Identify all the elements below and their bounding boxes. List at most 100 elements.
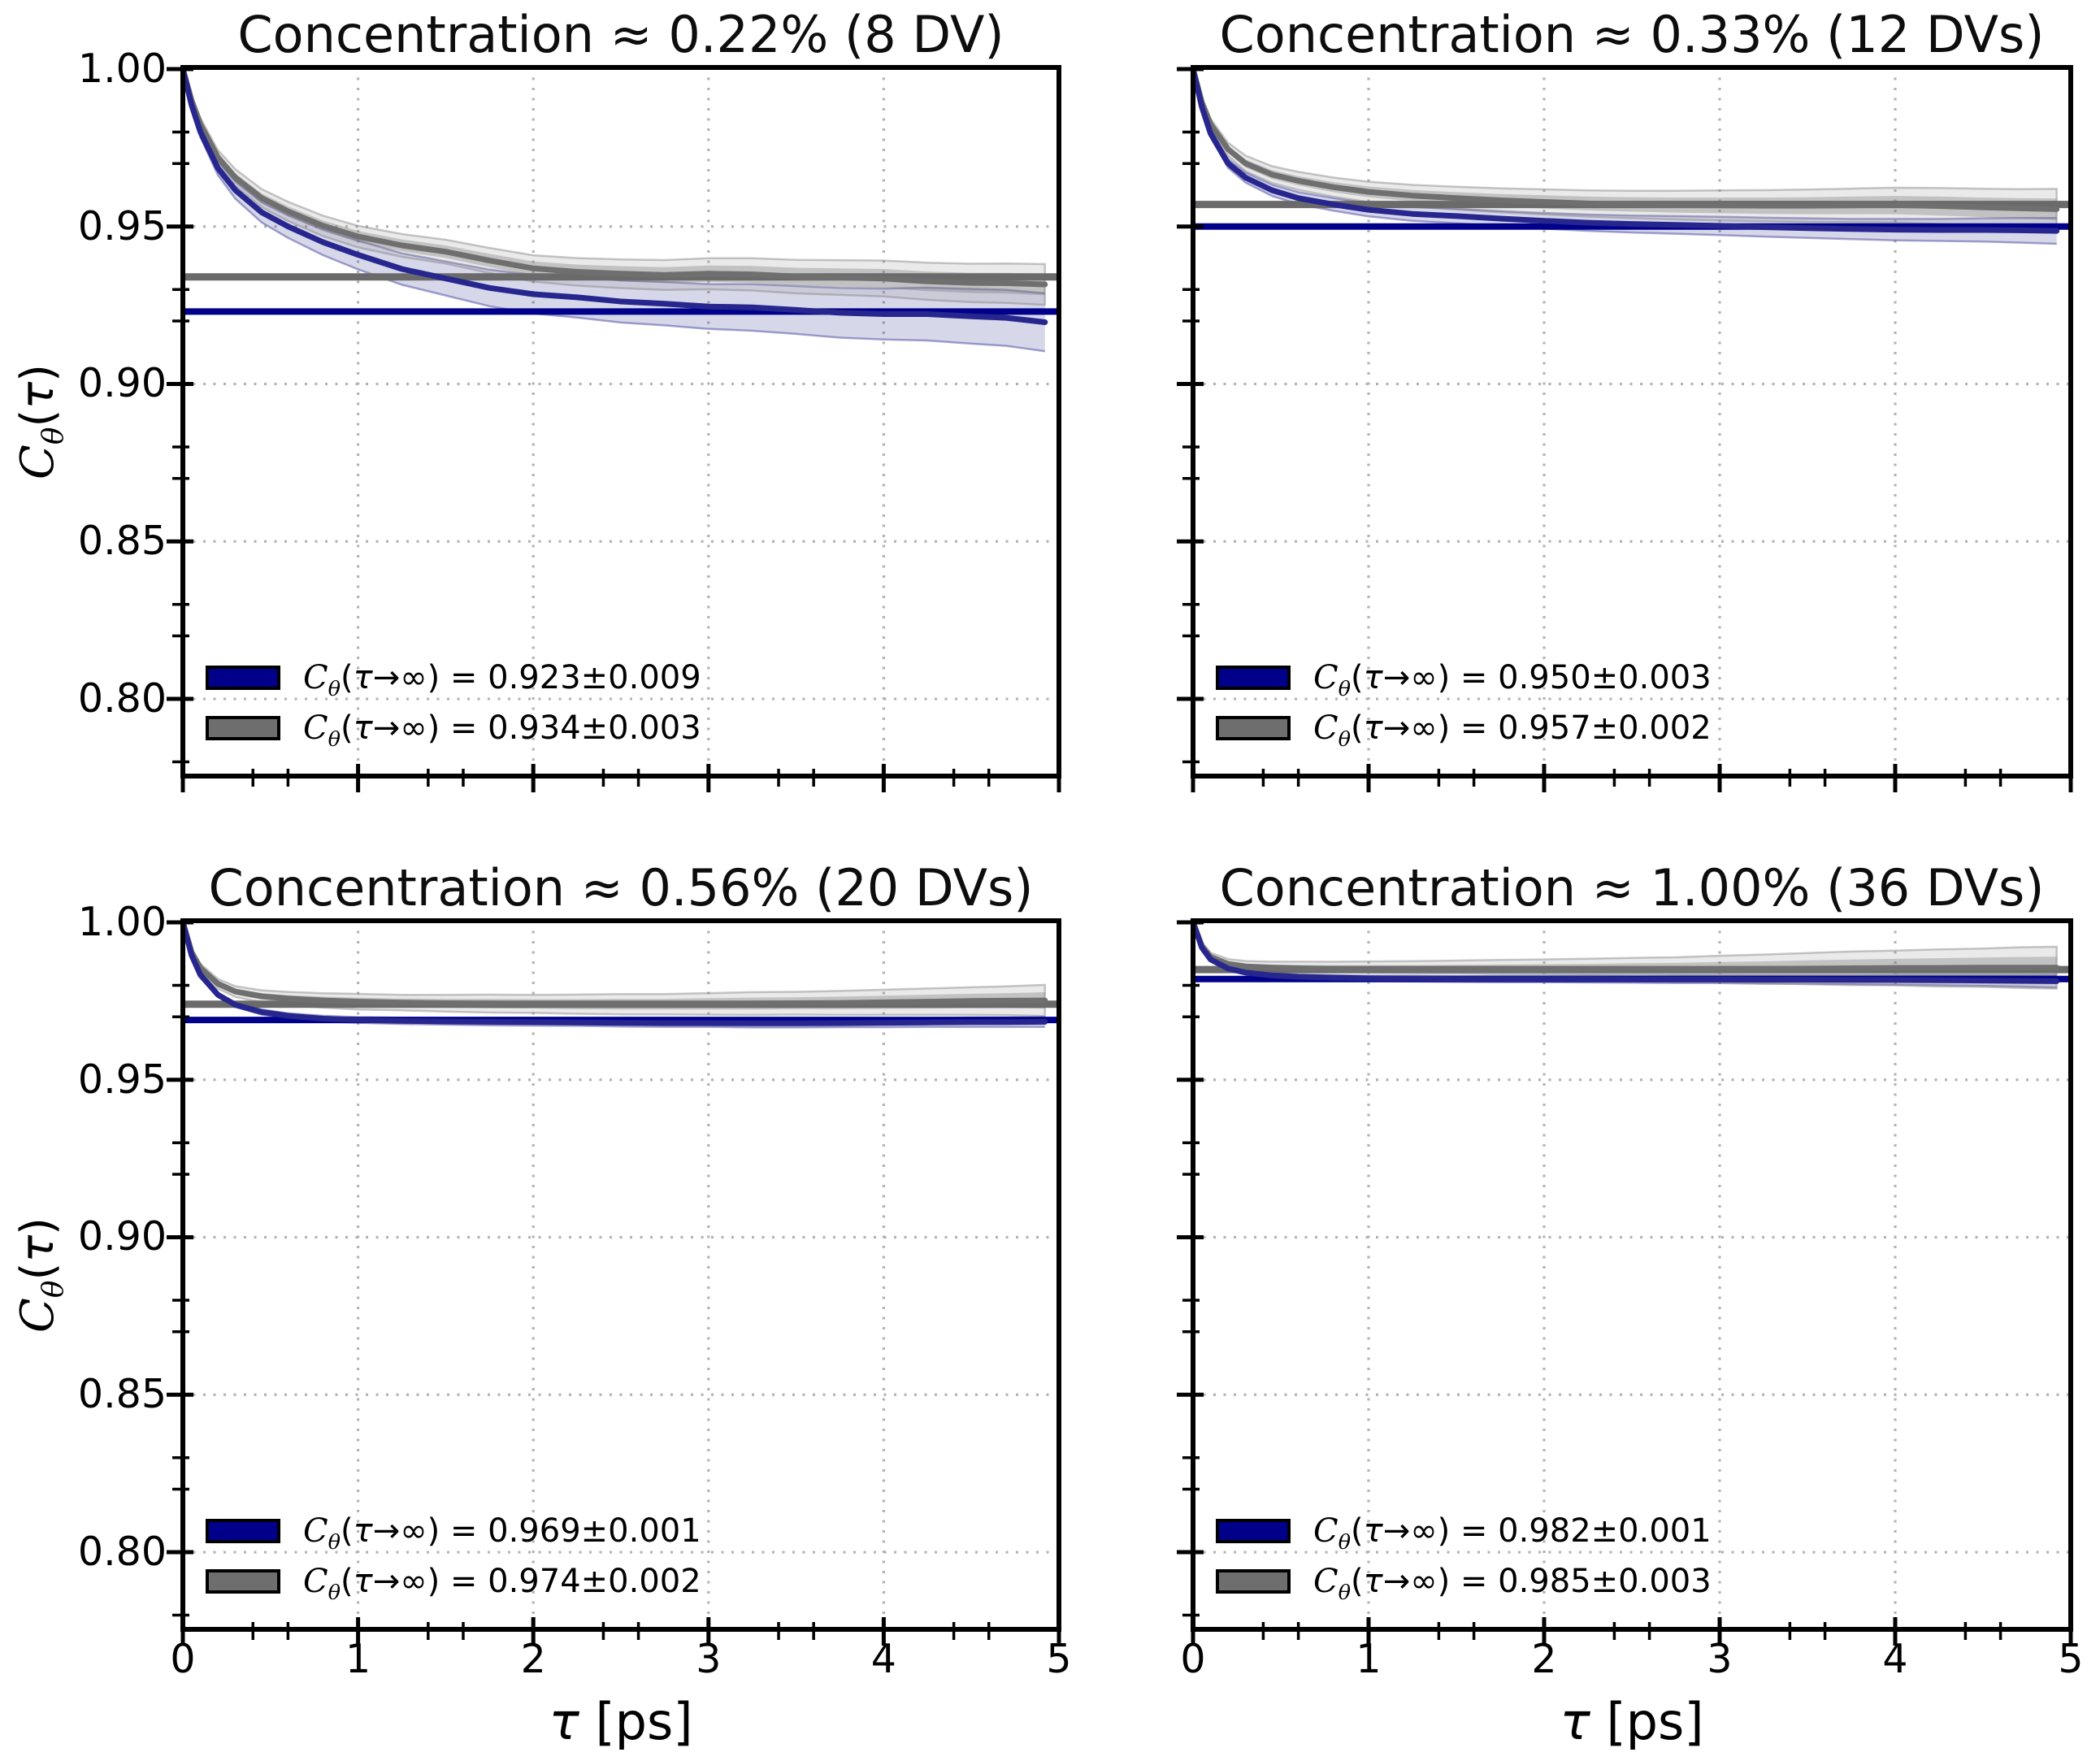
legend-fit-value: 0.982±0.001 (1498, 1512, 1712, 1550)
subplot-top-left: Cθ(τ→∞) = 0.923±0.009 Cθ(τ→∞) = 0.934±0.0… (167, 65, 1061, 792)
legend-entry-gray: Cθ(τ→∞) = 0.985±0.003 (1216, 1563, 1712, 1605)
y-tick-label: 0.90 (77, 1213, 167, 1260)
y-tick-label: 0.85 (77, 1371, 167, 1418)
legend-entry-gray: Cθ(τ→∞) = 0.974±0.002 (206, 1563, 701, 1605)
y-tick-label: 1.00 (77, 45, 167, 92)
legend-swatch-blue (1216, 666, 1291, 690)
legend-label: Cθ(τ→∞) = 0.974±0.002 (303, 1563, 701, 1605)
axes-spines (180, 918, 1061, 1632)
y-tick-label: 0.95 (77, 1056, 167, 1103)
blue-curve (1193, 67, 2060, 234)
plot-title-top-right: Concentration ≈ 0.33% (12 DVs) (1219, 5, 2045, 64)
gray-band-edge (183, 921, 1047, 1017)
x-axis-label-left: τ [ps] (549, 1692, 693, 1751)
legend-label: Cθ(τ→∞) = 0.985±0.003 (1313, 1563, 1712, 1605)
plot-title-top-left: Concentration ≈ 0.22% (8 DV) (237, 5, 1004, 64)
plot-title-bottom-right: Concentration ≈ 1.00% (36 DVs) (1219, 858, 2045, 917)
tick-marks (167, 920, 1061, 1646)
legend-entry-gray: Cθ(τ→∞) = 0.934±0.003 (206, 709, 701, 752)
plot-title-bottom-left: Concentration ≈ 0.56% (20 DVs) (208, 858, 1034, 917)
legend-fit-value: 0.950±0.003 (1498, 659, 1712, 696)
gridlines (183, 67, 1059, 776)
plot-canvas (1177, 65, 2073, 792)
legend-fit-value: 0.974±0.002 (488, 1563, 701, 1600)
legend-fit-value: 0.985±0.003 (1498, 1563, 1712, 1600)
x-tick-label: 5 (1046, 1636, 1072, 1682)
x-tick-label: 4 (1882, 1636, 1908, 1682)
x-tick-label: 3 (696, 1636, 722, 1682)
subplot-bottom-right: Cθ(τ→∞) = 0.982±0.001 Cθ(τ→∞) = 0.985±0.0… (1177, 918, 2073, 1646)
legend-swatch-gray (1216, 716, 1291, 740)
blue-curve (1193, 921, 2060, 984)
blue-curve (183, 921, 1048, 1026)
legend-label: Cθ(τ→∞) = 0.934±0.003 (303, 709, 701, 752)
legend-fit-value: 0.934±0.003 (488, 709, 701, 747)
x-tick-label: 1 (1356, 1636, 1382, 1682)
x-tick-label: 2 (520, 1636, 546, 1682)
y-tick-label: 0.90 (77, 360, 167, 407)
legend-entry-gray: Cθ(τ→∞) = 0.957±0.002 (1216, 709, 1712, 752)
axes-spines (180, 65, 1061, 779)
x-tick-label: 0 (170, 1636, 196, 1682)
legend-label: Cθ(τ→∞) = 0.923±0.009 (303, 659, 701, 701)
legend-fit-value: 0.923±0.009 (488, 659, 701, 696)
gray-band-outer (1193, 67, 2057, 230)
gray-band-edge (183, 67, 1047, 306)
gridlines (183, 921, 1059, 1629)
tick-marks (1177, 920, 2073, 1646)
x-tick-label: 5 (2058, 1636, 2084, 1682)
y-tick-label: 1.00 (77, 898, 167, 945)
gray-curve (1193, 67, 2060, 212)
subplot-bottom-left: Cθ(τ→∞) = 0.969±0.001 Cθ(τ→∞) = 0.974±0.0… (167, 918, 1061, 1646)
blue-curve (183, 67, 1048, 325)
plot-canvas (1177, 918, 2073, 1646)
x-tick-label: 3 (1707, 1636, 1733, 1682)
script-c-symbol: C (11, 1298, 64, 1333)
subplot-top-right: Cθ(τ→∞) = 0.950±0.003 Cθ(τ→∞) = 0.957±0.0… (1177, 65, 2073, 792)
legend-swatch-gray (1216, 1569, 1291, 1594)
blue-band-edge (1193, 67, 2057, 220)
legend-swatch-blue (206, 666, 280, 690)
gray-band (1193, 921, 2057, 979)
gray-curve (1193, 921, 2060, 973)
x-tick-label: 1 (345, 1636, 371, 1682)
legend-fit-value: 0.969±0.001 (488, 1512, 701, 1550)
legend-swatch-blue (206, 1519, 280, 1543)
gray-band-outer (183, 921, 1045, 1017)
y-axis-label-top-row: Cθ(τ) (11, 364, 71, 479)
legend: Cθ(τ→∞) = 0.923±0.009 Cθ(τ→∞) = 0.934±0.0… (206, 659, 701, 752)
axes-spines (1191, 65, 2073, 779)
gray-curve (183, 921, 1048, 1008)
gridlines (1193, 921, 2071, 1629)
gray-curve (183, 67, 1048, 288)
legend-entry-blue: Cθ(τ→∞) = 0.969±0.001 (206, 1512, 701, 1555)
y-tick-label: 0.85 (77, 518, 167, 565)
x-tick-label: 0 (1180, 1636, 1206, 1682)
legend-swatch-gray (206, 716, 280, 740)
x-tick-label: 4 (870, 1636, 896, 1682)
legend-label: Cθ(τ→∞) = 0.969±0.001 (303, 1512, 701, 1555)
tick-marks (167, 67, 1061, 792)
plot-canvas (167, 65, 1061, 792)
legend-label: Cθ(τ→∞) = 0.982±0.001 (1313, 1512, 1712, 1555)
legend-entry-blue: Cθ(τ→∞) = 0.923±0.009 (206, 659, 701, 701)
script-c-symbol: C (11, 445, 64, 479)
legend-label: Cθ(τ→∞) = 0.957±0.002 (1313, 709, 1712, 752)
tick-marks (1177, 67, 2073, 792)
y-axis-label-bottom-row: Cθ(τ) (11, 1217, 71, 1333)
y-tick-label: 0.80 (77, 675, 167, 722)
plot-canvas (167, 918, 1061, 1646)
legend-fit-value: 0.957±0.002 (1498, 709, 1712, 747)
legend-entry-blue: Cθ(τ→∞) = 0.982±0.001 (1216, 1512, 1712, 1555)
x-axis-label-right: τ [ps] (1560, 1692, 1704, 1751)
x-tick-label: 2 (1531, 1636, 1557, 1682)
axes-spines (1191, 918, 2073, 1632)
legend: Cθ(τ→∞) = 0.982±0.001 Cθ(τ→∞) = 0.985±0.0… (1216, 1512, 1712, 1605)
legend-swatch-blue (1216, 1519, 1291, 1543)
legend: Cθ(τ→∞) = 0.969±0.001 Cθ(τ→∞) = 0.974±0.0… (206, 1512, 701, 1605)
legend-label: Cθ(τ→∞) = 0.950±0.003 (1313, 659, 1712, 701)
legend-entry-blue: Cθ(τ→∞) = 0.950±0.003 (1216, 659, 1712, 701)
y-tick-label: 0.80 (77, 1529, 167, 1576)
y-tick-label: 0.95 (77, 202, 167, 249)
